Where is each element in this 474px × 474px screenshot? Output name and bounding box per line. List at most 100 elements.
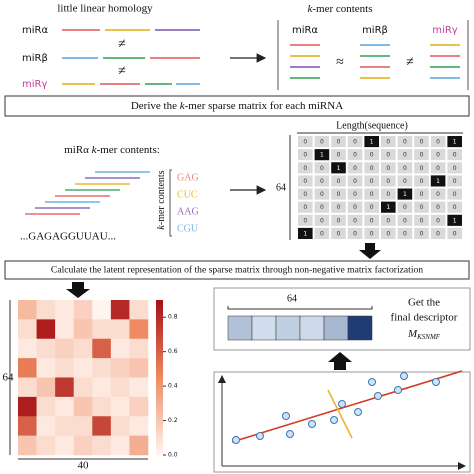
matrix-cell	[429, 187, 447, 201]
matrix-cell	[346, 213, 364, 227]
heatmap-cell	[36, 338, 56, 359]
cell-value: 0	[386, 217, 390, 224]
relation: ≈	[336, 55, 344, 70]
cell-value: 0	[370, 152, 374, 159]
cell-value: 0	[420, 191, 424, 198]
cell-value: 0	[453, 204, 457, 211]
descriptor-cell	[227, 315, 253, 341]
heatmap-cell	[73, 396, 93, 417]
heatmap-cell	[73, 377, 93, 398]
cell-value: 0	[453, 178, 457, 185]
heatmap-cell	[36, 396, 56, 417]
heatmap-cell	[92, 338, 112, 359]
sequence-lines	[62, 29, 200, 85]
sparse-matrix: 0 0 0 0 1 0 0 0 0 1 0 1 0 0 0 0 0 0 0 0 0 0 1 0 0 0 0 0 0 0 0 0 0 0 0 0 0 0 1 0…	[297, 135, 463, 240]
matrix-cell	[363, 148, 380, 162]
cell-value: 0	[303, 217, 307, 224]
heatmap-cell	[110, 319, 130, 340]
cell-value: 0	[386, 230, 390, 237]
mir-label: miRα	[22, 25, 48, 36]
cell-value: 0	[403, 165, 407, 172]
matrix-cell	[446, 148, 463, 162]
cell-value: 0	[353, 178, 357, 185]
heatmap-cell	[129, 435, 149, 456]
heatmap-cell	[92, 416, 112, 436]
matrix-cell	[396, 135, 414, 149]
heatmap-cell	[36, 358, 56, 378]
cell-value: 0	[420, 217, 424, 224]
bracket	[277, 20, 469, 90]
matrix-cell	[396, 148, 414, 162]
kmer: AAG	[177, 206, 199, 217]
matrix-cell	[429, 161, 447, 175]
cell-value: 0	[337, 204, 341, 211]
heatmap-cell	[36, 416, 56, 436]
matrix-cell	[396, 213, 414, 227]
matrix-cell	[413, 161, 430, 175]
matrix-cell	[346, 226, 364, 240]
heatmap-cell	[18, 396, 37, 417]
heatmap-cell	[129, 300, 149, 320]
heatmap	[18, 300, 149, 456]
heatmap-cell	[73, 300, 93, 320]
kmer-staircase	[25, 171, 150, 215]
heatmap-cell	[73, 319, 93, 340]
cell-value: 0	[453, 191, 457, 198]
cell-value: 0	[337, 230, 341, 237]
cell-value: 1	[320, 152, 324, 159]
matrix-cell	[313, 148, 331, 162]
matrix-cell	[297, 135, 314, 149]
matrix-cell	[330, 161, 347, 175]
dimension-line	[227, 306, 373, 310]
mir-label: miRγ	[432, 25, 457, 36]
matrix-cell	[313, 174, 331, 188]
colorbar-ticks: 0.0 0.2 0.4 0.6 0.8	[163, 314, 178, 459]
matrix-cell	[297, 161, 314, 175]
matrix-cell	[346, 148, 364, 162]
matrix-cell	[313, 187, 331, 201]
projection-line	[327, 389, 353, 439]
cell-value: 0	[370, 217, 374, 224]
heatmap-cell	[92, 358, 112, 378]
cell-value: 0	[436, 217, 440, 224]
cell-value: 0	[303, 165, 307, 172]
banner-text: Derive the k-mer sparse matrix for each …	[131, 100, 343, 112]
matrix-cell	[446, 135, 463, 149]
heatmap-rows-label: 64	[3, 372, 15, 384]
heatmap-cell	[55, 300, 75, 320]
matrix-cell	[297, 213, 314, 227]
heatmap-cell	[110, 358, 130, 378]
cell-value: 1	[453, 217, 457, 224]
cell-value: 0	[320, 204, 324, 211]
cell-value: 0	[420, 178, 424, 185]
matrix-cell	[363, 135, 380, 149]
descriptor-cell	[323, 315, 349, 341]
cell-value: 0	[420, 152, 424, 159]
matrix-cell	[380, 200, 397, 214]
cell-value: 0	[353, 191, 357, 198]
heatmap-cell	[110, 396, 130, 417]
cell-value: 0	[436, 152, 440, 159]
heatmap-cell	[73, 435, 93, 456]
arrow	[66, 282, 90, 298]
heatmap-cell	[92, 396, 112, 417]
heatmap-cell	[129, 319, 149, 340]
kmer-caption: miRα k-mer contents:	[64, 144, 160, 156]
heatmap-cell	[73, 338, 93, 359]
cell-value: 0	[436, 230, 440, 237]
matrix-cell	[330, 226, 347, 240]
heatmap-cols-label: 40	[78, 460, 90, 472]
matrix-cell	[396, 200, 414, 214]
matrix-cell	[413, 148, 430, 162]
kmer: GAG	[177, 172, 199, 183]
cell-value: 1	[370, 139, 374, 146]
matrix-cell	[330, 187, 347, 201]
matrix-cell	[297, 187, 314, 201]
heatmap-cell	[55, 319, 75, 340]
points	[232, 372, 440, 444]
matrix-cell	[313, 213, 331, 227]
heatmap-cell	[92, 319, 112, 340]
cell-value: 0	[370, 178, 374, 185]
matrix-cell	[313, 161, 331, 175]
